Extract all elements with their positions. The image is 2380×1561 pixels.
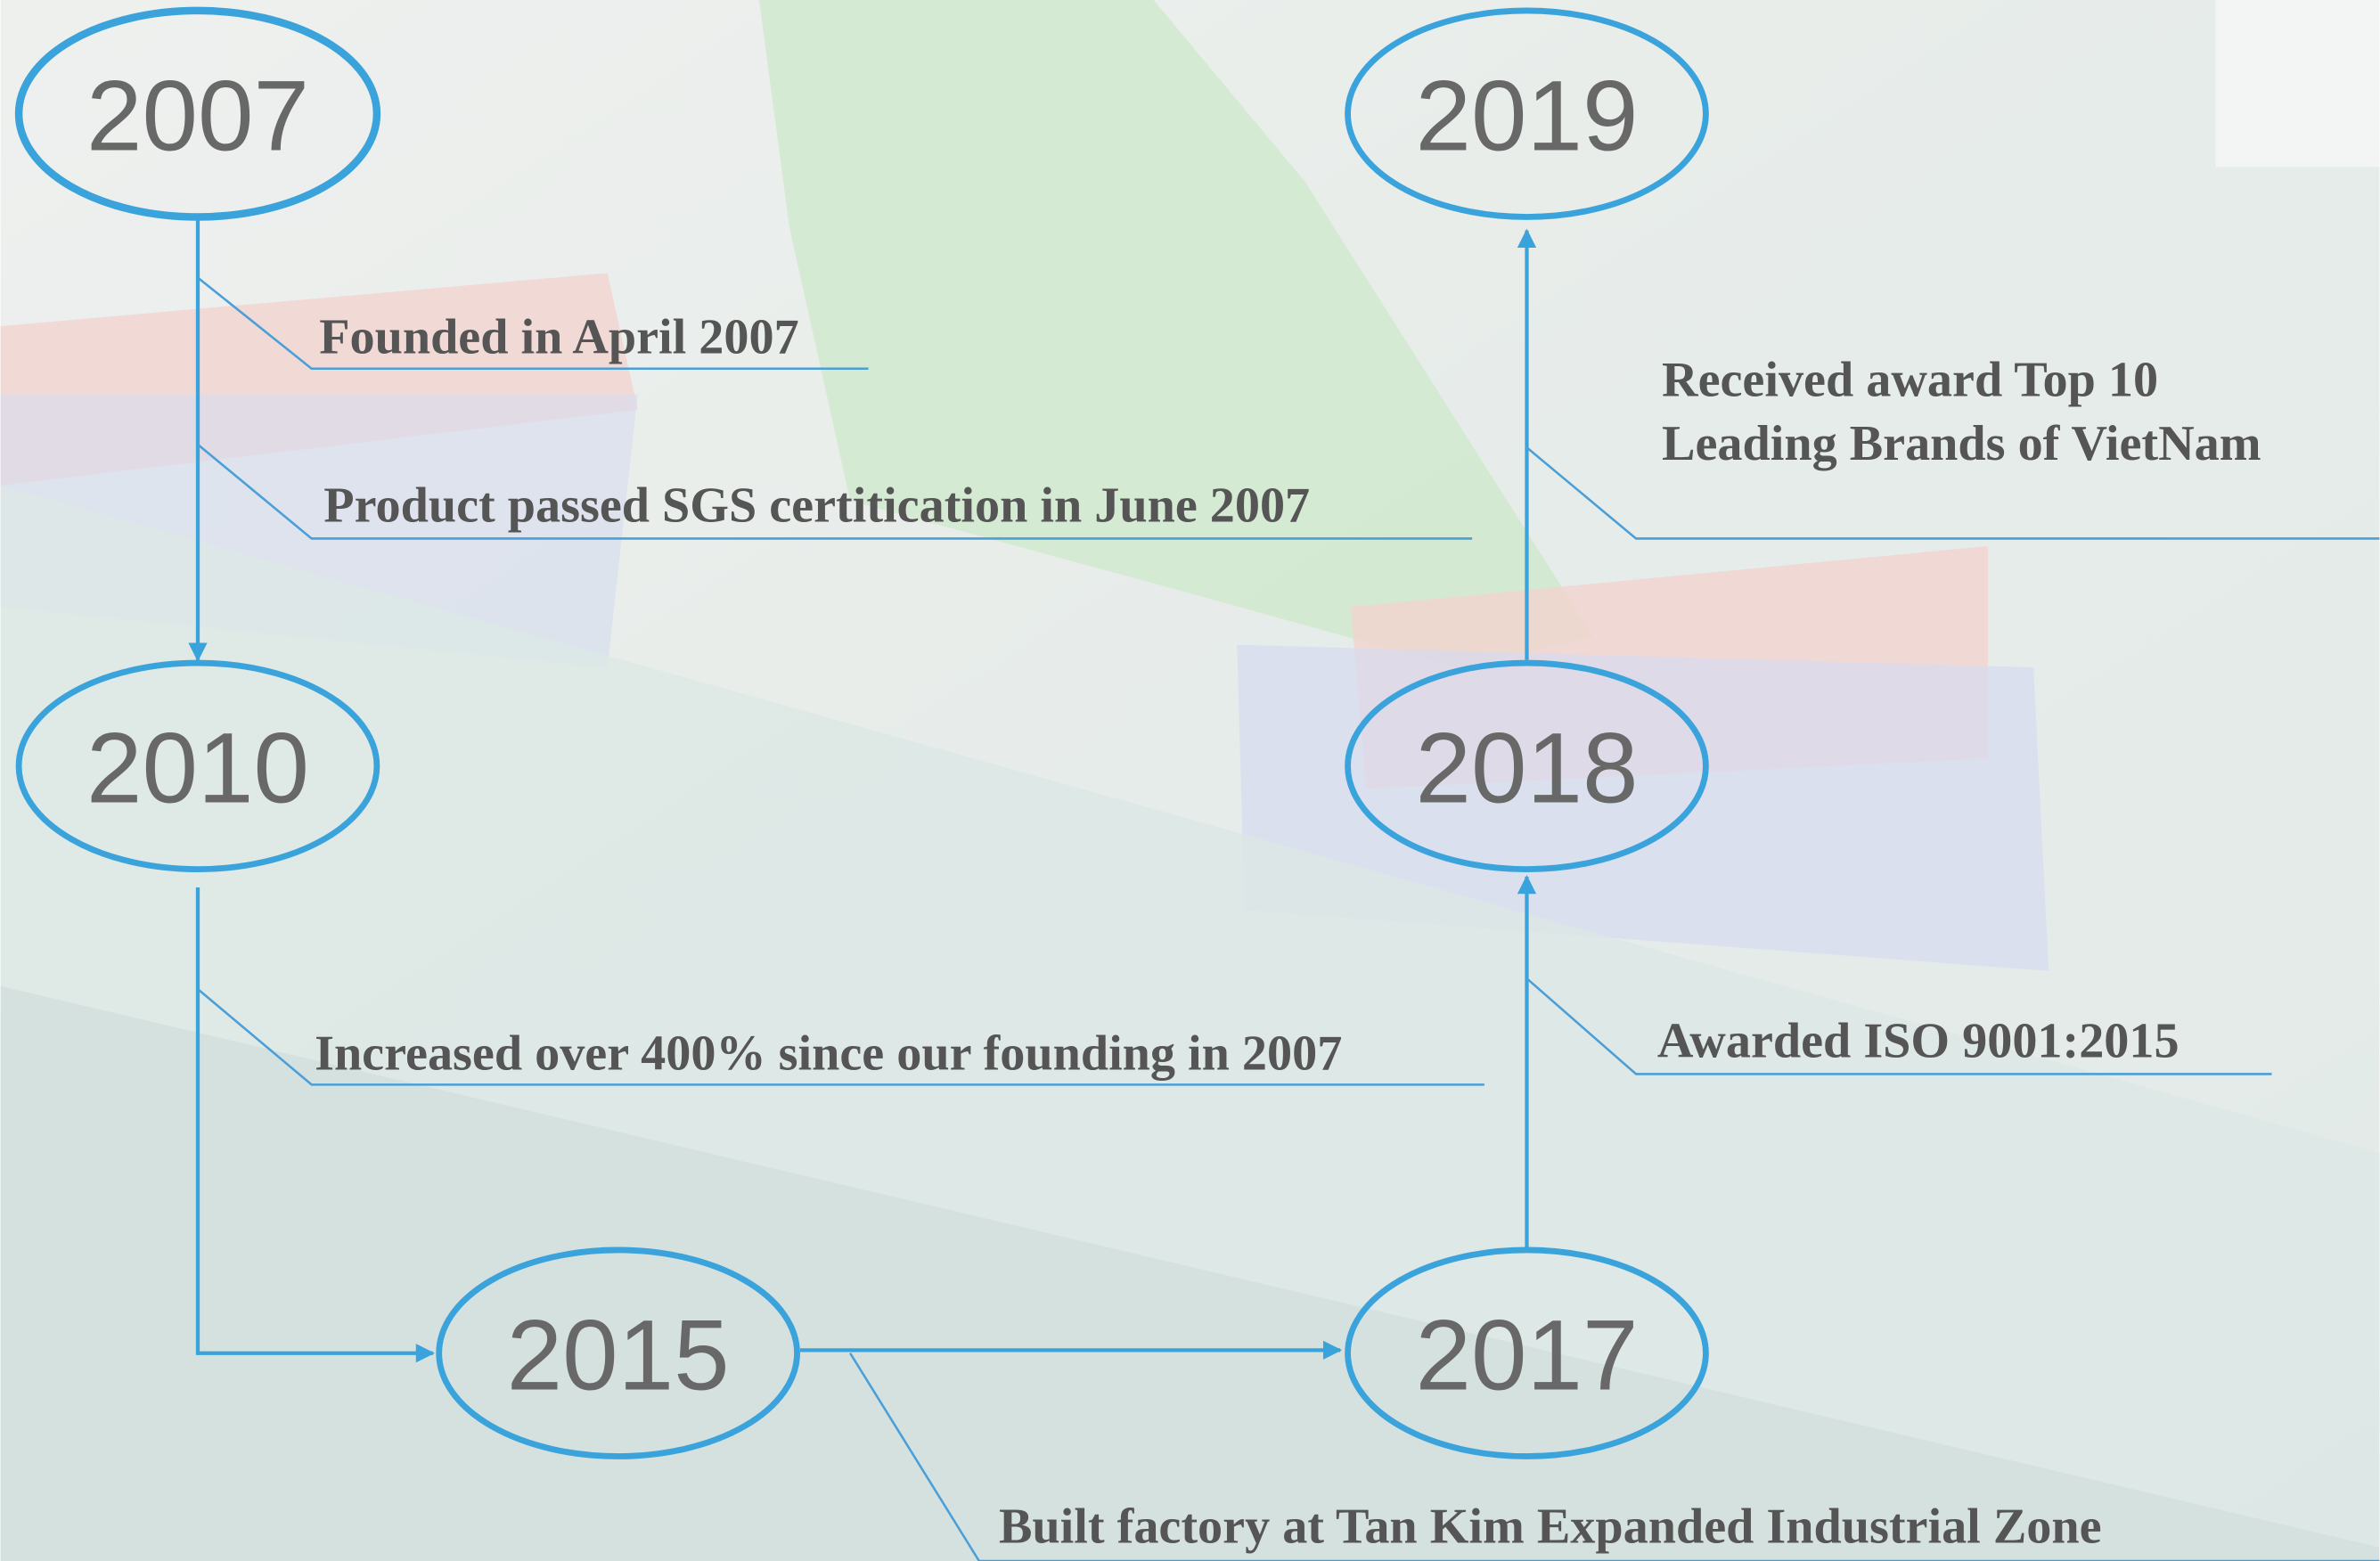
year-label: 2019 <box>1415 60 1638 172</box>
year-node <box>14 6 381 221</box>
year-node <box>15 659 380 873</box>
year-node <box>1345 7 1709 220</box>
leader-line <box>849 1353 2380 1561</box>
leader-line <box>197 276 869 371</box>
year-node <box>1345 1246 1709 1459</box>
leader-line <box>197 443 1473 540</box>
event-text: Founded in April 2007 <box>319 310 798 365</box>
leader-line <box>1525 446 2380 540</box>
event-text: Product passed SGS certitication in June… <box>323 478 1310 534</box>
event-text: Awarded ISO 9001:2015 <box>1657 1014 2180 1069</box>
year-node <box>436 1246 800 1459</box>
timeline-layer: 2007 Founded in April 2007 Product passed … <box>14 6 2380 1561</box>
event-text: Built factory at Tan Kim Expanded Indust… <box>999 1500 2102 1555</box>
event-text: Increased over 400% since our founding i… <box>315 1026 1342 1081</box>
year-label: 2018 <box>1415 712 1638 824</box>
leader-line <box>1525 977 2272 1075</box>
event-text: Leading Brands of VietNam <box>1662 416 2261 471</box>
year-label: 2015 <box>507 1299 730 1411</box>
connector <box>195 887 436 1363</box>
year-label: 2017 <box>1415 1299 1638 1411</box>
year-label: 2007 <box>86 60 309 172</box>
leader-line <box>197 988 1484 1086</box>
year-label: 2010 <box>86 712 309 824</box>
year-node <box>1345 659 1709 873</box>
event-text: Received award Top 10 <box>1662 352 2158 407</box>
